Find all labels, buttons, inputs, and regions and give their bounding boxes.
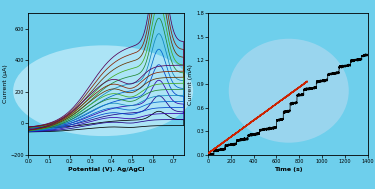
- X-axis label: Potential (V). Ag/AgCl: Potential (V). Ag/AgCl: [68, 167, 144, 172]
- Y-axis label: Current (mA): Current (mA): [188, 64, 194, 105]
- X-axis label: Time (s): Time (s): [273, 167, 302, 172]
- Y-axis label: Current (μA): Current (μA): [3, 65, 8, 104]
